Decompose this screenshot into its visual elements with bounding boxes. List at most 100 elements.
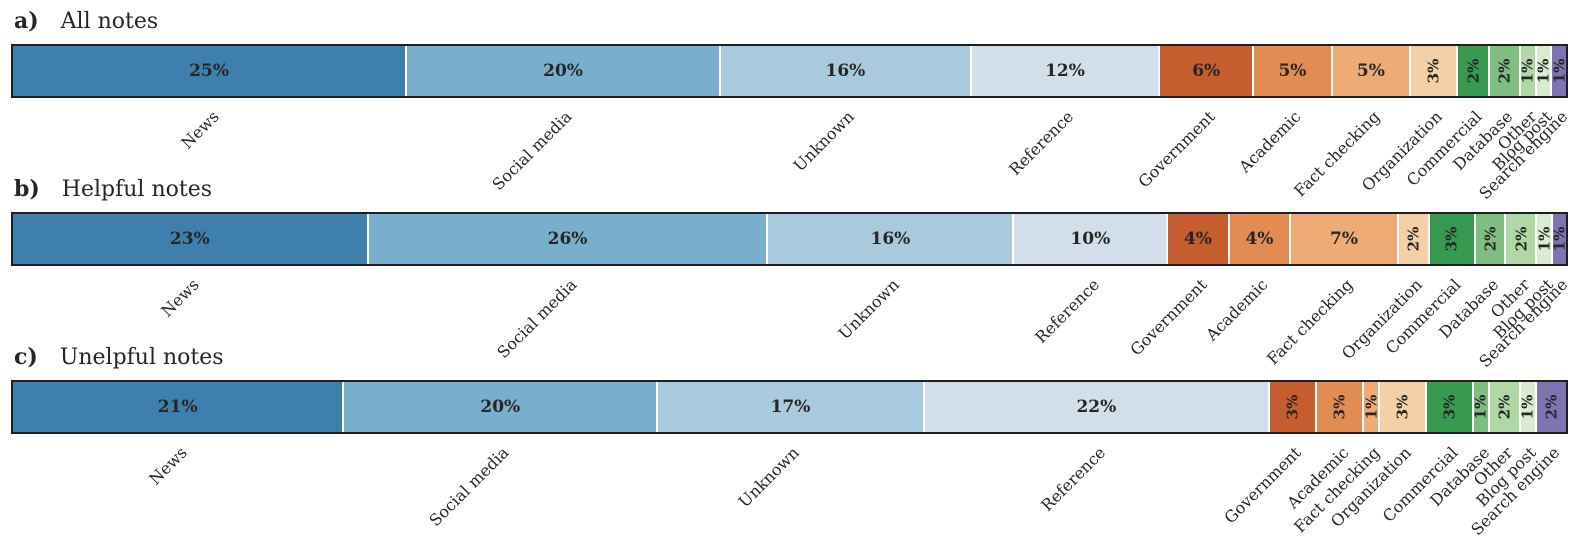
segment-other: 1% (1519, 46, 1537, 96)
segment-value-label: 16% (825, 61, 866, 81)
category-label-text: News (157, 275, 204, 321)
segment-value-label: 2% (1404, 226, 1423, 252)
segment-organization: 3% (1409, 46, 1457, 96)
segment-value-label: 3% (1330, 394, 1349, 420)
segment-social-media: 20% (342, 382, 657, 432)
panel-title-c: c) Unelpful notes (14, 344, 224, 371)
panel-letter: a) (14, 8, 39, 34)
category-label-text: Social media (493, 275, 580, 362)
panel-title-b: b) Helpful notes (14, 176, 212, 203)
segment-unknown: 17% (656, 382, 923, 432)
segment-database: 2% (1473, 214, 1505, 264)
segment-database: 2% (1487, 46, 1519, 96)
segment-reference: 22% (922, 382, 1268, 432)
segment-value-label: 2% (1495, 394, 1514, 420)
segment-commercial: 3% (1427, 214, 1474, 264)
category-label-text: News (176, 107, 223, 153)
category-label-text: Academic (1235, 107, 1305, 177)
segment-value-label: 5% (1278, 61, 1307, 81)
segment-value-label: 2% (1542, 394, 1561, 420)
segment-value-label: 2% (1463, 58, 1482, 84)
stacked-bar-a: 25% 20% 16% 12% 6% 5% 5% 3% 2% 2% 1% 1% 1% (11, 44, 1568, 98)
category-label-text: Reference (1030, 275, 1103, 347)
segment-government: 6% (1158, 46, 1253, 96)
segment-blog-post: 1% (1519, 382, 1537, 432)
segment-academic: 4% (1227, 214, 1290, 264)
category-label-text: Social media (425, 443, 513, 530)
segment-value-label: 3% (1424, 58, 1443, 84)
category-label-text: Government (1126, 275, 1211, 360)
category-label-text: Social media (488, 107, 576, 194)
segment-social-media: 20% (405, 46, 719, 96)
segment-value-label: 3% (1440, 394, 1459, 420)
segment-value-label: 7% (1330, 229, 1359, 249)
category-label-text: Unknown (734, 443, 803, 512)
segment-value-label: 10% (1070, 229, 1111, 249)
segment-reference: 10% (1012, 214, 1167, 264)
segment-blog-post: 1% (1535, 214, 1553, 264)
segment-organization: 2% (1396, 214, 1428, 264)
segment-news: 23% (13, 214, 367, 264)
segment-value-label: 20% (480, 397, 521, 417)
segment-value-label: 2% (1481, 226, 1500, 252)
panel-title-a: a) All notes (14, 8, 158, 35)
segment-value-label: 1% (1550, 58, 1569, 84)
segment-commercial: 2% (1456, 46, 1488, 96)
segment-academic: 5% (1252, 46, 1331, 96)
segment-value-label: 3% (1283, 394, 1302, 420)
segment-value-label: 16% (870, 229, 911, 249)
category-label-text: Government (1220, 443, 1305, 528)
category-label-text: News (145, 443, 192, 489)
panel-letter: b) (14, 176, 40, 202)
segment-value-label: 3% (1393, 394, 1412, 420)
segment-value-label: 12% (1045, 61, 1085, 81)
stacked-bar-b: 23% 26% 16% 10% 4% 4% 7% 2% 3% 2% 2% 1% 1% (11, 212, 1568, 266)
segment-value-label: 1% (1550, 226, 1569, 252)
category-label-text: Reference (1005, 107, 1078, 179)
category-label-text: Unknown (789, 107, 858, 176)
segment-unknown: 16% (766, 214, 1013, 264)
segment-value-label: 4% (1183, 229, 1212, 249)
segment-unknown: 16% (718, 46, 970, 96)
stacked-bar-c: 21% 20% 17% 22% 3% 3% 1% 3% 3% 1% 2% 1% 2% (11, 380, 1568, 434)
segment-database: 1% (1472, 382, 1490, 432)
segment-organization: 3% (1377, 382, 1425, 432)
segment-search-engine: 1% (1550, 46, 1569, 96)
segment-other: 2% (1487, 382, 1519, 432)
segment-value-label: 4% (1245, 229, 1274, 249)
segment-news: 21% (13, 382, 343, 432)
category-label-text: Reference (1036, 443, 1109, 515)
panel-title-text: All notes (60, 9, 159, 34)
segment-commercial: 3% (1424, 382, 1472, 432)
segment-blog-post: 1% (1534, 46, 1552, 96)
panel-title-text: Helpful notes (61, 177, 213, 202)
segment-news: 25% (13, 46, 406, 96)
segment-fact-checking: 7% (1289, 214, 1397, 264)
segment-social-media: 26% (366, 214, 767, 264)
segment-value-label: 6% (1192, 61, 1221, 81)
segment-fact-checking: 1% (1362, 382, 1380, 432)
segment-fact-checking: 5% (1330, 46, 1410, 96)
segment-value-label: 21% (157, 397, 198, 417)
segment-government: 4% (1166, 214, 1228, 264)
segment-value-label: 23% (169, 229, 210, 249)
panel-title-text: Unelpful notes (59, 345, 224, 370)
segment-value-label: 3% (1442, 226, 1461, 252)
segment-value-label: 2% (1511, 226, 1530, 252)
segment-value-label: 5% (1356, 61, 1385, 81)
panel-letter: c) (14, 344, 38, 370)
segment-value-label: 22% (1076, 397, 1117, 417)
category-label-text: Unknown (834, 275, 903, 344)
segment-search-engine: 2% (1534, 382, 1566, 432)
segment-search-engine: 1% (1550, 214, 1569, 264)
segment-value-label: 20% (543, 61, 583, 81)
segment-value-label: 2% (1495, 58, 1514, 84)
segment-value-label: 17% (770, 397, 811, 417)
segment-government: 3% (1267, 382, 1315, 432)
segment-value-label: 25% (189, 61, 229, 81)
category-label-text: Academic (1202, 275, 1272, 345)
segment-value-label: 26% (547, 229, 588, 249)
category-label-text: Government (1134, 107, 1219, 192)
segment-academic: 3% (1315, 382, 1363, 432)
